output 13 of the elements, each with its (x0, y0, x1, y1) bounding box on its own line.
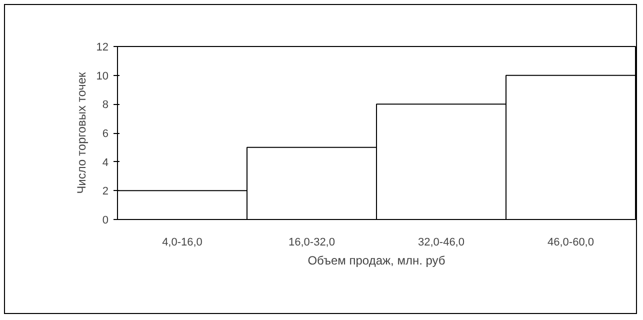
y-tick-label: 8 (102, 99, 109, 112)
x-tick-label: 16,0-32,0 (288, 236, 335, 248)
y-axis-title: Число торговых точек (74, 71, 88, 194)
y-tick-label: 6 (102, 128, 109, 140)
y-tick-label: 4 (102, 156, 109, 169)
x-axis-title: Объем продаж, млн. руб (308, 254, 446, 268)
y-tick-label: 0 (102, 214, 109, 226)
x-tick-label: 32,0-46,0 (418, 236, 464, 248)
x-tick-label: 4,0-16,0 (162, 236, 202, 248)
y-tick-label: 10 (96, 70, 109, 82)
x-tick-label: 46,0-60,0 (548, 236, 594, 248)
y-tick-label: 2 (102, 186, 109, 198)
y-tick-label: 12 (96, 42, 109, 54)
